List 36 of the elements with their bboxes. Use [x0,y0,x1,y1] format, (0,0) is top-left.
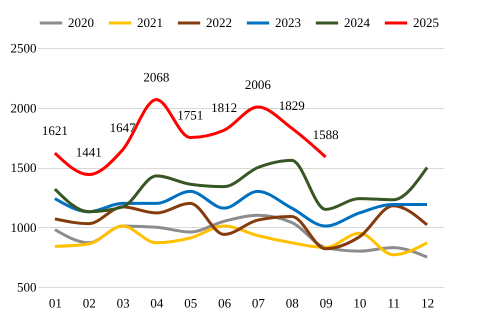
x-tick-label: 07 [252,296,266,310]
legend-label: 2021 [137,15,163,30]
legend-label: 2022 [206,15,232,30]
x-tick-label: 03 [116,296,130,310]
y-tick-label: 1500 [10,160,36,175]
data-label: 1621 [42,123,68,138]
x-tick-label: 05 [184,296,198,310]
y-tick-label: 1000 [10,220,36,235]
data-label: 2068 [143,70,170,85]
legend-label: 2024 [344,15,370,30]
y-tick-label: 2500 [10,40,36,56]
y-tick-label: 500 [17,280,36,294]
line-series [53,224,429,256]
data-label: 1812 [211,100,238,116]
x-tick-label: 04 [150,296,164,310]
x-tick-label: 09 [320,296,333,310]
line-series [53,202,429,250]
legend-label: 2023 [275,15,301,30]
x-tick-label: 02 [82,296,96,310]
data-label: 2006 [244,77,272,92]
data-label: 1829 [278,98,305,114]
line-series [53,190,429,228]
x-tick-label: 06 [218,296,232,310]
data-label: 1751 [177,108,204,123]
x-tick-label: 11 [387,296,400,310]
data-label: 1647 [110,120,136,135]
y-tick-label: 2000 [10,100,36,116]
data-label: 1588 [312,126,339,142]
legend-label: 2025 [413,15,439,30]
x-tick-label: 12 [421,296,434,310]
x-tick-label: 08 [286,296,299,310]
x-tick-label: 10 [353,296,366,310]
data-label: 1441 [76,144,102,160]
x-tick-label: 01 [48,296,62,310]
legend-label: 2020 [68,15,94,30]
line-series [53,158,429,214]
